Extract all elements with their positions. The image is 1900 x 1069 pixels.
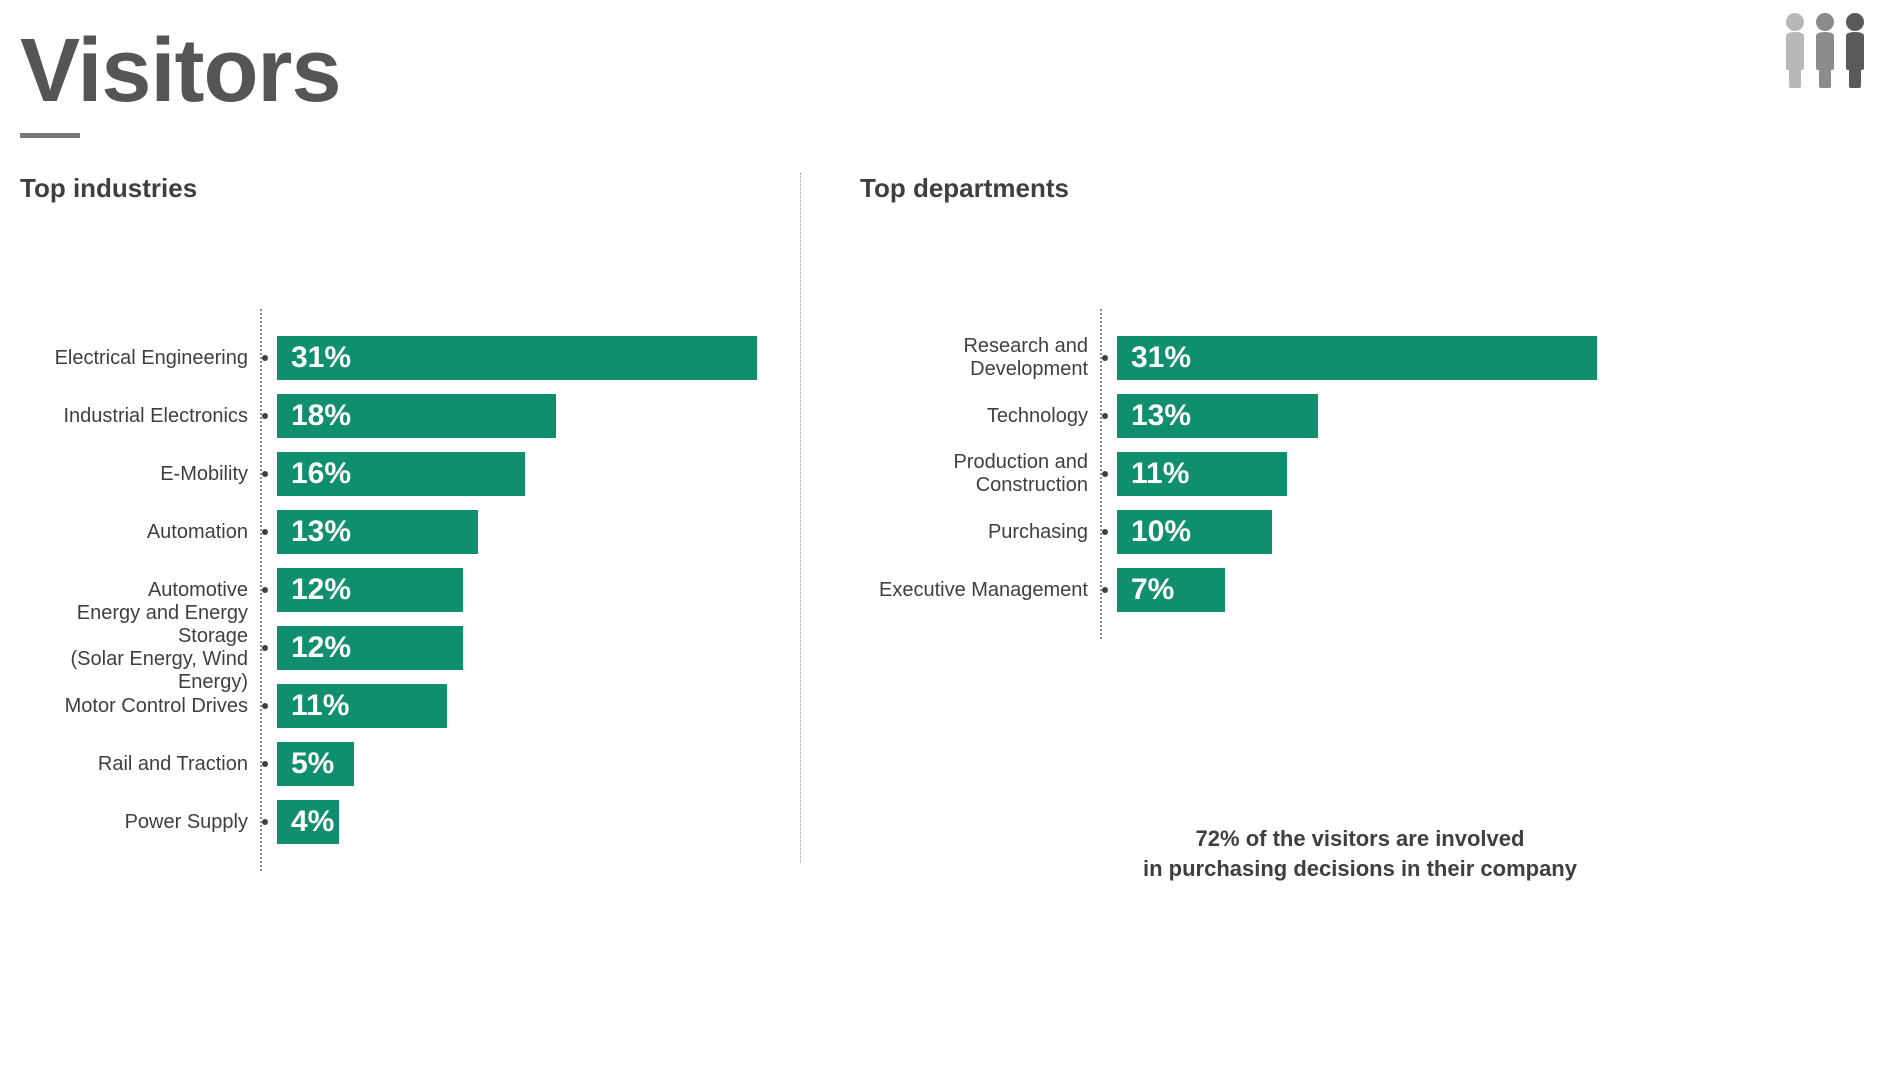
bar-row: 5% — [274, 735, 800, 793]
bar: 10% — [1117, 510, 1272, 554]
bar-label: Technology — [987, 387, 1088, 445]
bar-bullet — [262, 703, 268, 709]
bar: 11% — [277, 684, 447, 728]
bar-label: Power Supply — [125, 793, 248, 851]
bar: 12% — [277, 626, 463, 670]
people-icon — [1780, 10, 1870, 88]
page: Visitors Top industries Electrical Engin… — [0, 0, 1900, 1069]
bar: 18% — [277, 394, 556, 438]
bar-bullet — [262, 645, 268, 651]
bar: 5% — [277, 742, 354, 786]
chart-bars: 31% 13% 11% 10% 7% — [1114, 329, 1860, 639]
industries-chart: Electrical EngineeringIndustrial Electro… — [20, 329, 800, 871]
bar-bullet — [262, 413, 268, 419]
bar: 13% — [1117, 394, 1318, 438]
departments-column: Top departments Research and Development… — [800, 173, 1860, 883]
bar-label: Purchasing — [988, 503, 1088, 561]
bar-row: 13% — [274, 503, 800, 561]
bar-label: Motor Control Drives — [65, 677, 248, 735]
bar-row: 12% — [274, 619, 800, 677]
bar-label: Industrial Electronics — [63, 387, 248, 445]
bar-label: Energy and Energy Storage(Solar Energy, … — [20, 619, 248, 677]
bar: 11% — [1117, 452, 1287, 496]
bar-bullet — [262, 761, 268, 767]
bar-row: 10% — [1114, 503, 1860, 561]
bar-row: 31% — [274, 329, 800, 387]
chart-bars: 31% 18% 16% 13% 12% 12% 11% 5% 4% — [274, 329, 800, 871]
bar: 12% — [277, 568, 463, 612]
industries-title: Top industries — [20, 173, 800, 204]
bar-row: 31% — [1114, 329, 1860, 387]
bar-bullet — [262, 819, 268, 825]
bar: 7% — [1117, 568, 1225, 612]
bar-label: Production and Construction — [860, 445, 1088, 503]
bar-row: 11% — [1114, 445, 1860, 503]
people-icon-group — [1780, 10, 1870, 88]
bar-bullet — [1102, 587, 1108, 593]
departments-chart: Research and DevelopmentTechnologyProduc… — [860, 329, 1860, 639]
bar: 31% — [1117, 336, 1597, 380]
page-title: Visitors — [20, 20, 1860, 123]
bar-row: 13% — [1114, 387, 1860, 445]
chart-labels: Electrical EngineeringIndustrial Electro… — [20, 329, 260, 871]
footnote-line2: in purchasing decisions in their company — [860, 854, 1860, 884]
bar-bullet — [1102, 471, 1108, 477]
bar-label: Research and Development — [860, 329, 1088, 387]
bar-label: Electrical Engineering — [55, 329, 248, 387]
bar-bullet — [262, 587, 268, 593]
column-divider — [800, 173, 801, 863]
bar-row: 4% — [274, 793, 800, 851]
bar-bullet — [1102, 413, 1108, 419]
bar-bullet — [262, 471, 268, 477]
industries-column: Top industries Electrical EngineeringInd… — [20, 173, 800, 883]
bar-row: 11% — [274, 677, 800, 735]
bar: 13% — [277, 510, 478, 554]
bar-label: Rail and Traction — [98, 735, 248, 793]
bar: 31% — [277, 336, 757, 380]
bar-row: 18% — [274, 387, 800, 445]
bar-label: E-Mobility — [160, 445, 248, 503]
bar-label: Automation — [147, 503, 248, 561]
bar-row: 7% — [1114, 561, 1860, 619]
title-underline — [20, 133, 80, 138]
bar-bullet — [262, 355, 268, 361]
bar-label: Executive Management — [879, 561, 1088, 619]
bar-bullet — [1102, 355, 1108, 361]
bar: 16% — [277, 452, 525, 496]
columns: Top industries Electrical EngineeringInd… — [20, 173, 1860, 883]
footnote: 72% of the visitors are involved in purc… — [860, 824, 1860, 883]
bar-bullet — [262, 529, 268, 535]
bar-row: 16% — [274, 445, 800, 503]
footnote-line1: 72% of the visitors are involved — [860, 824, 1860, 854]
chart-labels: Research and DevelopmentTechnologyProduc… — [860, 329, 1100, 639]
bar: 4% — [277, 800, 339, 844]
bar-row: 12% — [274, 561, 800, 619]
departments-title: Top departments — [860, 173, 1860, 204]
bar-bullet — [1102, 529, 1108, 535]
